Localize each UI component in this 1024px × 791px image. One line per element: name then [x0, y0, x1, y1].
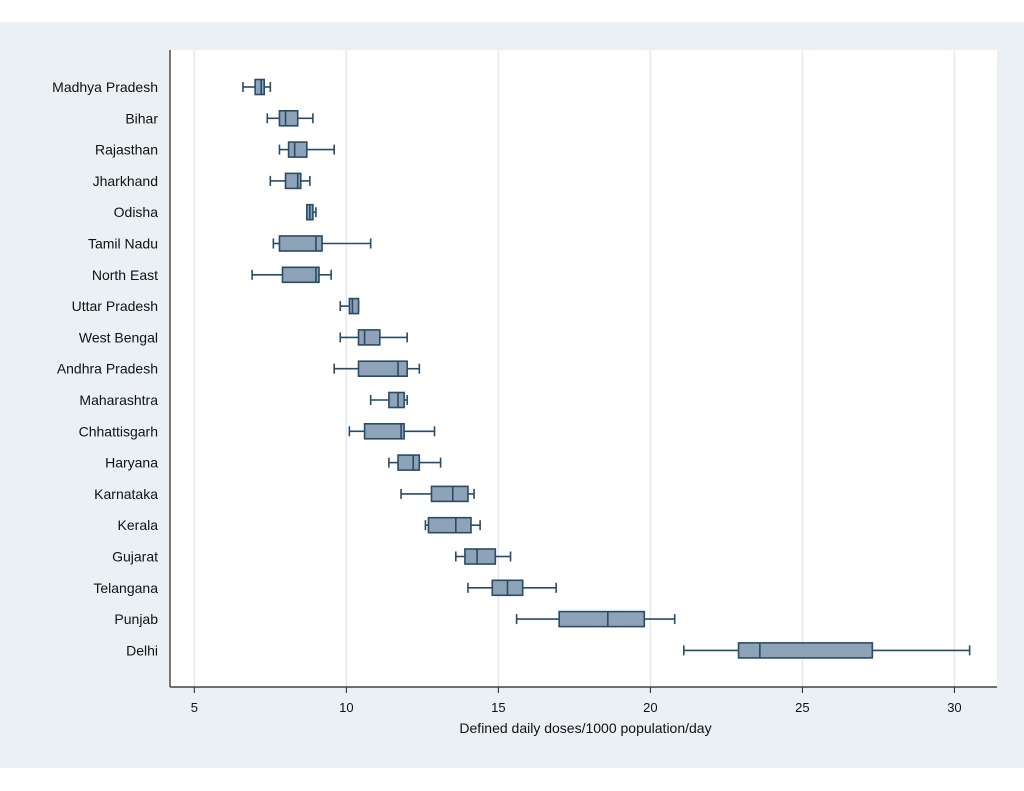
category-label: North East — [92, 267, 158, 283]
iqr-box — [348, 297, 360, 315]
iqr-box — [278, 110, 299, 127]
iqr-box — [388, 391, 405, 409]
category-label: Bihar — [125, 110, 158, 126]
box-madhya-pradesh — [242, 78, 272, 96]
category-label: Odisha — [114, 204, 159, 220]
category-label: Uttar Pradesh — [72, 298, 158, 314]
iqr-box — [357, 329, 381, 346]
category-label: Chhattisgarh — [79, 423, 158, 439]
box-rajasthan — [278, 141, 335, 158]
iqr-box — [430, 485, 469, 503]
category-label: Gujarat — [112, 549, 158, 565]
x-tick-label: 15 — [491, 700, 505, 715]
x-tick-label: 30 — [947, 700, 961, 715]
boxes — [242, 78, 971, 659]
category-label: Tamil Nadu — [88, 236, 158, 252]
box-karnataka — [400, 485, 475, 503]
iqr-box — [427, 516, 472, 534]
category-label: Punjab — [114, 611, 158, 627]
category-label: Maharashtra — [79, 392, 158, 408]
x-tick-label: 25 — [795, 700, 809, 715]
box-maharashtra — [369, 391, 408, 409]
axes: 5 10 15 20 25 30 — [169, 50, 997, 715]
category-label: Kerala — [118, 517, 159, 533]
x-tick-label: 10 — [339, 700, 353, 715]
category-label: Haryana — [105, 455, 158, 471]
iqr-box — [281, 266, 320, 284]
box-tamil-nadu — [272, 235, 372, 252]
box-west-bengal — [339, 329, 408, 346]
box-chhattisgarh — [348, 422, 436, 440]
box-north-east — [251, 266, 332, 284]
category-label: Rajasthan — [95, 142, 158, 158]
iqr-box — [363, 422, 405, 440]
category-label: West Bengal — [79, 329, 158, 345]
category-labels: Madhya Pradesh Bihar Rajasthan Jharkhand Odi… — [52, 79, 158, 658]
x-tick-label: 20 — [643, 700, 657, 715]
box-jharkhand — [269, 172, 311, 190]
box-gujarat — [455, 548, 512, 565]
iqr-box — [464, 548, 497, 565]
category-label: Jharkhand — [93, 173, 158, 189]
box-kerala — [424, 516, 481, 534]
plot-area — [170, 50, 997, 687]
iqr-box — [278, 235, 323, 252]
box-punjab — [515, 610, 676, 628]
box-delhi — [683, 642, 971, 659]
category-label: Andhra Pradesh — [57, 361, 158, 377]
box-andhra-pradesh — [333, 360, 421, 378]
category-label: Telangana — [93, 580, 158, 596]
category-label: Delhi — [126, 642, 158, 658]
box-telangana — [467, 579, 557, 597]
box-uttar-pradesh — [339, 297, 360, 315]
box-haryana — [388, 454, 442, 471]
box-bihar — [266, 110, 314, 127]
box-odisha — [306, 203, 317, 221]
category-label: Karnataka — [94, 486, 158, 502]
iqr-box — [254, 78, 266, 96]
iqr-box — [558, 610, 646, 628]
x-axis-title: Defined daily doses/1000 population/day — [459, 720, 711, 736]
iqr-box — [397, 454, 421, 471]
category-label: Madhya Pradesh — [52, 79, 158, 95]
iqr-box — [287, 141, 308, 158]
iqr-box — [737, 642, 874, 659]
x-tick-label: 5 — [191, 700, 198, 715]
iqr-box — [357, 360, 408, 378]
